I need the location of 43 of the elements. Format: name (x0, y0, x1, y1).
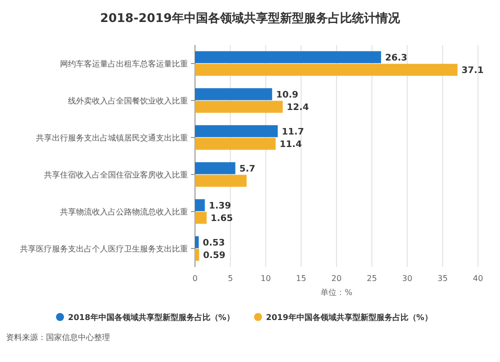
bar (195, 138, 276, 150)
data-label: 1.65 (210, 214, 233, 224)
x-tick-label: 20 (331, 274, 342, 283)
y-tick-label: 共享出行服务支出占城镇居民交通支出比重 (36, 133, 188, 142)
bar (195, 125, 278, 138)
x-tick-label: 10 (260, 274, 271, 283)
bar (195, 100, 283, 113)
legend-label: 2019年中国各领域共享型新型服务占比（%） (266, 312, 432, 322)
data-label: 10.9 (276, 90, 298, 100)
x-tick-label: 15 (296, 274, 306, 283)
x-tick-label: 40 (472, 274, 484, 283)
x-tick-label: 5 (228, 274, 233, 283)
data-label: 5.7 (239, 164, 256, 174)
data-label: 11.4 (280, 140, 302, 150)
x-tick-label: 35 (438, 274, 448, 283)
bar (195, 162, 236, 174)
y-tick-label: 线外卖收入占全国餐饮业收入比重 (68, 96, 188, 106)
bar (195, 64, 458, 76)
y-tick-label: 共享物流收入占公路物流总收入比重 (60, 207, 188, 216)
data-label: 0.53 (202, 238, 225, 248)
bar (195, 236, 199, 248)
bar (195, 212, 207, 224)
data-label: 12.4 (286, 102, 309, 113)
text: 资料来源：国家信息中心整理 (6, 333, 110, 342)
y-tick-label: 共享住宿收入占全国住宿业客房收入比重 (44, 170, 188, 180)
y-tick-label: 网约车客运量占出租车总客运量比重 (60, 59, 188, 68)
data-label: 37.1 (461, 66, 484, 76)
data-label: 1.39 (208, 201, 232, 212)
data-label: 0.59 (203, 250, 226, 261)
chart-title: 2018-2019年中国各领域共享型新型服务占比统计情况 (100, 11, 401, 25)
bar (195, 199, 205, 212)
bar (195, 88, 272, 100)
x-tick-label: 0 (192, 274, 198, 283)
x-tick-label: 25 (366, 274, 377, 283)
bar (195, 248, 200, 261)
bar (195, 174, 247, 187)
y-tick-label: 共享医疗服务支出占个人医疗卫生服务支出比重 (20, 244, 188, 254)
legend-label: 2018年中国各领域共享型新型服务占比（%） (68, 312, 234, 322)
bar (195, 51, 382, 64)
x-axis-title: 单位：% (320, 288, 353, 297)
x-tick-label: 30 (402, 274, 412, 283)
data-label: 26.3 (385, 53, 408, 64)
data-label: 11.7 (282, 127, 304, 138)
